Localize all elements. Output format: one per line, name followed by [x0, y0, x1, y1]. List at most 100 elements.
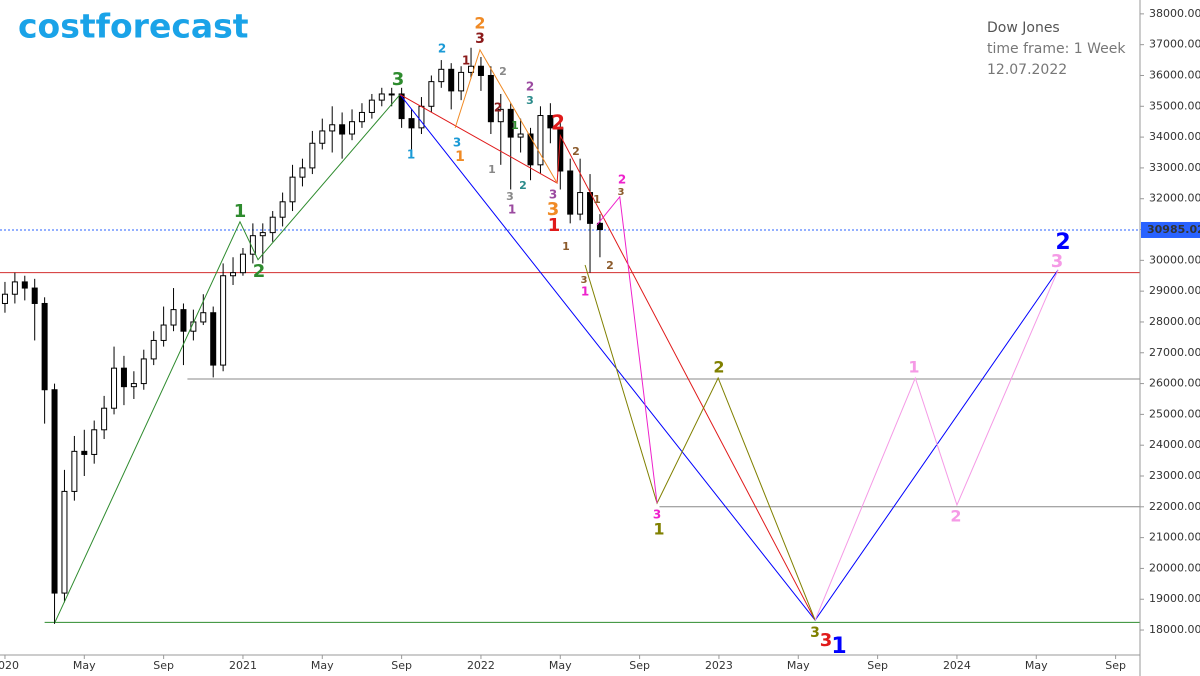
wave-label: 2 [438, 42, 446, 56]
candle-body [11, 281, 18, 295]
candle-body [71, 450, 78, 492]
wave-label: 2 [494, 101, 502, 115]
candle-body [309, 142, 316, 169]
x-tick-label: May [787, 659, 810, 672]
wave-label: 3 [618, 187, 625, 198]
wave-label: 1 [455, 149, 465, 165]
y-tick-label: 28000.00 [1149, 315, 1200, 328]
wave-label: 2 [713, 358, 724, 377]
wave-line [584, 264, 816, 621]
x-tick-label: May [1025, 659, 1048, 672]
x-tick-label: May [311, 659, 334, 672]
y-tick-label: 32000.00 [1149, 192, 1200, 205]
wave-label: 1 [462, 54, 470, 68]
candle-body [448, 68, 455, 92]
candle-body [150, 339, 157, 360]
plot-layer [0, 47, 1140, 624]
y-tick-label: 19000.00 [1149, 592, 1200, 605]
x-tick-label: 2021 [229, 659, 257, 672]
candle-body [220, 275, 227, 366]
x-tick-label: Sep [153, 659, 174, 672]
candle-body [41, 302, 48, 391]
wave-line [596, 195, 658, 504]
candle-body [567, 170, 574, 215]
candle-body [547, 115, 554, 129]
candle-body [249, 235, 256, 255]
x-tick-label: Sep [1105, 659, 1126, 672]
wave-label: 1 [508, 203, 516, 217]
x-tick-label: May [73, 659, 96, 672]
x-tick-label: May [549, 659, 572, 672]
price-label: 30985.02 [1147, 223, 1200, 236]
candle-body [477, 65, 484, 76]
y-tick-label: 26000.00 [1149, 377, 1200, 390]
candle-body [140, 358, 147, 385]
candle-body [180, 309, 187, 332]
candle-body [378, 93, 385, 101]
candle-body [329, 124, 336, 132]
candle-body [398, 93, 405, 120]
brand-logo: costforecast [18, 7, 249, 46]
y-tick-label: 23000.00 [1149, 469, 1200, 482]
candle-body [507, 108, 514, 138]
candle-body [230, 272, 237, 277]
x-tick-label: 2020 [0, 659, 19, 672]
wave-label: 2 [1055, 230, 1070, 255]
candle-body [289, 176, 296, 203]
candle-body [1, 293, 8, 304]
wave-label: 2 [551, 111, 565, 135]
wave-label: 3 [653, 508, 661, 522]
candle-body [170, 309, 177, 326]
candle-body [349, 121, 356, 135]
candle-body [497, 108, 504, 123]
wave-label: 1 [593, 193, 601, 206]
wave-label: 1 [831, 634, 846, 659]
candle-body [91, 429, 98, 455]
candle-body [587, 192, 594, 224]
y-tick-label: 18000.00 [1149, 623, 1200, 636]
wave-line [54, 94, 401, 623]
candle-body [577, 192, 584, 215]
wave-label: 3 [549, 188, 557, 202]
y-tick-label: 37000.00 [1149, 38, 1200, 51]
price-label-box [1141, 221, 1200, 238]
y-tick-label: 38000.00 [1149, 7, 1200, 20]
wave-label: 1 [653, 520, 664, 539]
wave-label: 2 [253, 261, 266, 282]
x-tick-label: 2023 [705, 659, 733, 672]
candle-body [388, 93, 395, 96]
y-tick-label: 30000.00 [1149, 253, 1200, 266]
candle-body [101, 407, 108, 431]
candle-body [51, 389, 58, 594]
candle-body [200, 312, 207, 323]
wave-label: 1 [511, 119, 519, 132]
candle-body [458, 71, 465, 92]
wave-label: 1 [488, 163, 496, 176]
wave-line [454, 48, 558, 184]
candle-body [557, 127, 564, 172]
y-tick-label: 35000.00 [1149, 99, 1200, 112]
wave-label: 2 [572, 145, 580, 158]
wave-label: 3 [581, 275, 588, 286]
x-tick-label: Sep [867, 659, 888, 672]
candle-body [130, 383, 137, 388]
candle-body [517, 133, 524, 138]
candle-body [537, 115, 544, 166]
candle-body [339, 124, 346, 135]
wave-label: 3 [506, 190, 514, 203]
candle-body [596, 222, 603, 231]
candle-body [527, 133, 534, 166]
wave-label: 3 [810, 625, 820, 641]
x-tick-label: 2022 [467, 659, 495, 672]
wave-label: 1 [548, 215, 561, 236]
candle-body [120, 367, 127, 388]
candle-body [279, 201, 286, 218]
wave-label: 2 [950, 507, 961, 526]
wave-label: 3 [820, 630, 833, 651]
y-tick-label: 29000.00 [1149, 284, 1200, 297]
wave-label: 3 [1051, 251, 1064, 272]
wave-label: 2 [474, 14, 485, 33]
candle-body [358, 111, 365, 123]
wave-label: 1 [581, 285, 589, 299]
